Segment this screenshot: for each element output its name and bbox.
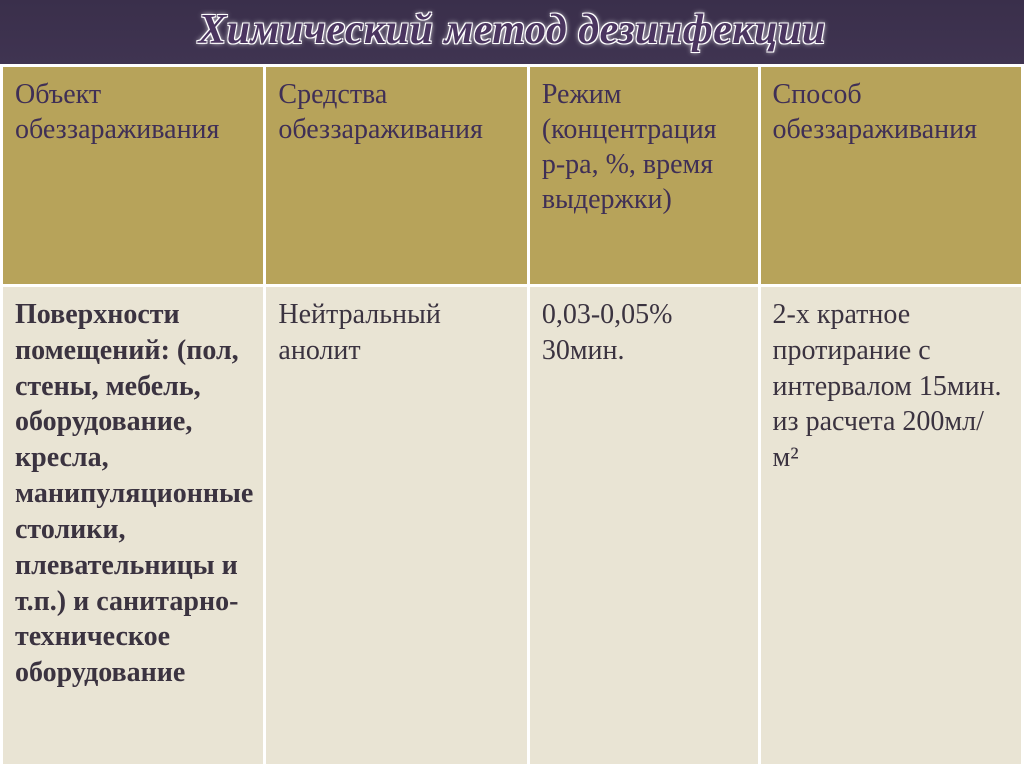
col-header-object: Объект обеззараживания: [2, 66, 265, 286]
table-row: Поверхности помещений: (пол, стены, мебе…: [2, 286, 1023, 766]
table-header-row: Объект обеззараживания Средства обеззара…: [2, 66, 1023, 286]
cell-agent: Нейтральный анолит: [265, 286, 528, 766]
col-header-method: Способ обеззараживания: [759, 66, 1022, 286]
slide: Химический метод дезинфекции Объект обез…: [0, 0, 1024, 767]
title-bar: Химический метод дезинфекции: [0, 0, 1024, 64]
cell-object: Поверхности помещений: (пол, стены, мебе…: [2, 286, 265, 766]
disinfection-table: Объект обеззараживания Средства обеззара…: [0, 64, 1024, 767]
cell-method: 2-х кратное протирание с интервалом 15ми…: [759, 286, 1022, 766]
cell-regime: 0,03-0,05% 30мин.: [528, 286, 759, 766]
col-header-agent: Средства обеззараживания: [265, 66, 528, 286]
col-header-regime: Режим (концентрация р-ра, %, время выдер…: [528, 66, 759, 286]
slide-title: Химический метод дезинфекции: [198, 7, 826, 53]
